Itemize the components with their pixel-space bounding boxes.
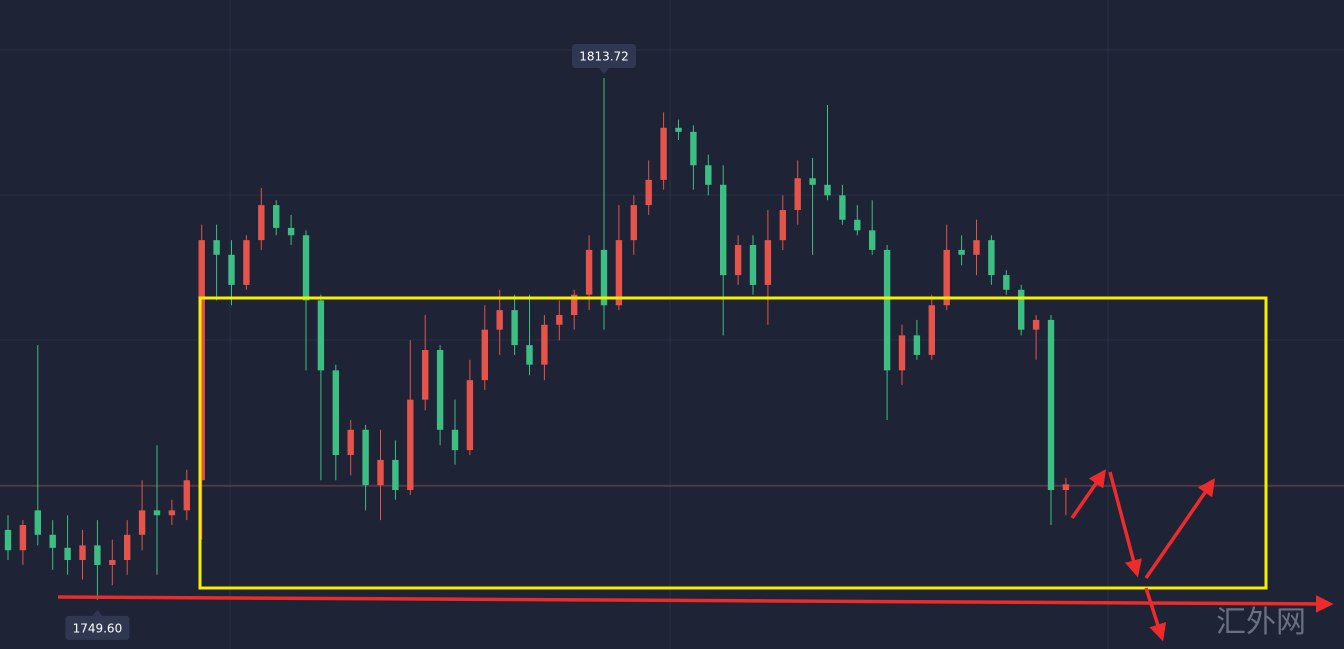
candle-body bbox=[94, 545, 101, 565]
arrow bbox=[1070, 469, 1106, 519]
candle-body bbox=[109, 560, 116, 565]
candle-body bbox=[332, 370, 339, 456]
candle-body bbox=[1003, 275, 1010, 290]
candle-body bbox=[526, 345, 533, 365]
candle-body bbox=[958, 249, 965, 255]
price-label-box bbox=[572, 43, 636, 68]
candle-body bbox=[198, 240, 205, 481]
candle-body bbox=[377, 459, 384, 486]
candle-body bbox=[541, 324, 548, 365]
labels: 1813.72 1749.60 bbox=[65, 43, 636, 640]
candle-body bbox=[794, 178, 801, 211]
candle-body bbox=[451, 429, 459, 451]
candle-body bbox=[511, 310, 518, 346]
arrow bbox=[1144, 587, 1167, 642]
candle-body bbox=[49, 534, 56, 548]
arrow bbox=[1144, 478, 1215, 579]
candle-body bbox=[764, 240, 772, 285]
candle-body bbox=[734, 245, 742, 276]
candle-body bbox=[64, 547, 71, 561]
candle-body bbox=[720, 184, 727, 276]
candle-body bbox=[571, 294, 578, 316]
candle-body bbox=[809, 178, 816, 185]
candle-body bbox=[1032, 319, 1040, 330]
candle-body bbox=[898, 335, 906, 371]
candle-body bbox=[213, 240, 220, 255]
price-label: 1749.60 bbox=[73, 621, 123, 635]
candle-body bbox=[973, 240, 980, 255]
candle-body bbox=[243, 240, 250, 285]
candle-body bbox=[928, 305, 935, 355]
candle-body bbox=[138, 510, 146, 535]
candle-body bbox=[705, 165, 712, 185]
candle-body bbox=[883, 249, 891, 371]
candle-body bbox=[1018, 289, 1025, 330]
candle-body bbox=[645, 179, 652, 206]
candle-body bbox=[34, 510, 41, 535]
candles bbox=[4, 77, 1070, 600]
candle-body bbox=[913, 335, 921, 355]
candle-body bbox=[630, 205, 637, 241]
price-label-pointer bbox=[599, 67, 609, 74]
watermark: 汇外网 bbox=[1216, 605, 1306, 640]
candle-body bbox=[183, 480, 190, 511]
candle-body bbox=[824, 184, 831, 196]
candle-body bbox=[19, 525, 27, 551]
candle-body bbox=[317, 300, 325, 371]
candle-body bbox=[854, 219, 861, 231]
candle-body bbox=[347, 429, 354, 456]
candle-body bbox=[749, 245, 757, 285]
candle-body bbox=[392, 459, 399, 491]
candle-body bbox=[4, 529, 12, 551]
price-label: 1813.72 bbox=[579, 49, 629, 63]
candle-body bbox=[615, 240, 623, 306]
candle-body bbox=[779, 210, 786, 241]
candle-body bbox=[302, 235, 310, 301]
candle-body bbox=[1062, 484, 1070, 491]
candle-body bbox=[436, 350, 444, 430]
price-label-pointer bbox=[92, 609, 103, 616]
candle-body bbox=[943, 249, 950, 306]
candle-body bbox=[273, 205, 280, 228]
candle-body bbox=[287, 227, 295, 236]
candle-body bbox=[153, 510, 161, 516]
candle-body bbox=[585, 249, 593, 295]
arrow bbox=[1108, 471, 1142, 578]
candle-body bbox=[466, 380, 474, 451]
candle-body bbox=[124, 534, 131, 561]
candle-body bbox=[79, 545, 86, 561]
arrow bbox=[57, 595, 1334, 613]
candle-body bbox=[839, 195, 846, 220]
highlight-box bbox=[198, 296, 1268, 590]
candle-body bbox=[168, 510, 176, 516]
candle-body bbox=[988, 240, 995, 276]
candle-body bbox=[362, 429, 369, 486]
candle-body bbox=[481, 329, 488, 381]
candle-body bbox=[258, 205, 265, 241]
candle-body bbox=[556, 315, 563, 325]
candle-body bbox=[675, 127, 682, 132]
candle-body bbox=[496, 310, 503, 330]
candle-body bbox=[869, 230, 876, 250]
candle-body bbox=[690, 131, 697, 166]
candle-body bbox=[600, 249, 608, 306]
candle-body bbox=[1047, 319, 1055, 491]
candle-body bbox=[228, 254, 235, 285]
candle-body bbox=[660, 127, 667, 180]
price-label-box bbox=[65, 615, 130, 640]
annotation-arrows bbox=[57, 469, 1334, 642]
candle-body bbox=[407, 399, 414, 491]
candle-body bbox=[422, 350, 429, 400]
